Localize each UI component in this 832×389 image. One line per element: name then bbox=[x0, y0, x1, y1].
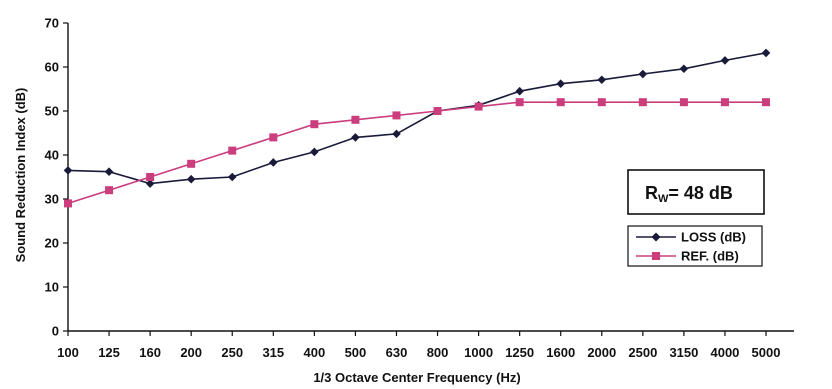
data-point-loss bbox=[761, 48, 771, 58]
data-point-loss bbox=[638, 69, 648, 79]
y-tick-label: 60 bbox=[45, 60, 59, 75]
y-axis-label: Sound Reduction Index (dB) bbox=[13, 88, 28, 263]
data-point-ref bbox=[515, 98, 524, 107]
data-point-ref bbox=[105, 186, 114, 195]
data-point-loss bbox=[227, 172, 237, 182]
data-point-loss bbox=[269, 158, 278, 167]
data-point-loss bbox=[515, 86, 524, 96]
data-point-ref bbox=[679, 98, 688, 107]
x-tick-label: 1600 bbox=[546, 345, 575, 360]
data-point-ref bbox=[351, 115, 360, 124]
y-tick-label: 50 bbox=[45, 104, 59, 119]
y-axis-ticks: 0 10 20 30 40 50 60 70 bbox=[45, 16, 68, 339]
legend-loss-marker bbox=[651, 232, 661, 242]
data-point-ref bbox=[187, 159, 196, 168]
y-tick-label: 40 bbox=[45, 148, 59, 163]
data-point-loss bbox=[104, 167, 114, 177]
rw-annotation-text: RW= 48 dB bbox=[645, 183, 733, 205]
data-point-ref bbox=[310, 120, 319, 129]
data-point-loss bbox=[351, 133, 360, 142]
data-point-ref bbox=[556, 98, 565, 107]
series-line-ref bbox=[67, 101, 766, 205]
data-point-ref bbox=[433, 107, 442, 115]
legend-ref-marker bbox=[652, 252, 660, 260]
series-lines bbox=[63, 48, 771, 208]
x-tick-label: 400 bbox=[304, 345, 326, 360]
rw-value: = 48 dB bbox=[668, 183, 733, 203]
data-point-ref bbox=[269, 133, 278, 142]
x-tick-label: 315 bbox=[262, 345, 284, 360]
x-tick-label: 2500 bbox=[628, 345, 657, 360]
legend-loss-label: LOSS (dB) bbox=[681, 230, 746, 245]
x-tick-label: 3150 bbox=[669, 345, 698, 360]
data-point-loss bbox=[720, 56, 730, 65]
data-point-ref bbox=[638, 98, 647, 107]
rw-annotation-box: RW= 48 dB bbox=[627, 169, 765, 215]
data-point-loss bbox=[310, 147, 319, 157]
data-point-loss bbox=[597, 75, 607, 85]
x-tick-label: 200 bbox=[180, 345, 202, 360]
y-tick-label: 10 bbox=[45, 280, 59, 295]
legend-ref-label: REF. (dB) bbox=[681, 249, 739, 264]
x-axis-label: 1/3 Octave Center Frequency (Hz) bbox=[313, 370, 520, 385]
data-point-loss bbox=[145, 179, 155, 188]
legend: LOSS (dB) REF. (dB) bbox=[627, 225, 763, 267]
y-tick-label: 20 bbox=[45, 236, 59, 251]
x-axis-ticks: 100 125 160 200 250 315 400 500 630 800 1000 1250 16… bbox=[57, 331, 780, 360]
data-point-loss bbox=[63, 166, 73, 175]
data-point-ref bbox=[597, 98, 606, 107]
x-tick-label: 5000 bbox=[752, 345, 781, 360]
data-point-loss bbox=[392, 129, 401, 139]
axes bbox=[67, 23, 794, 332]
data-point-ref bbox=[392, 111, 401, 120]
rw-main: R bbox=[645, 183, 658, 203]
x-tick-label: 160 bbox=[139, 345, 161, 360]
data-point-ref bbox=[146, 173, 155, 181]
x-tick-label: 800 bbox=[427, 345, 449, 360]
y-tick-label: 70 bbox=[45, 16, 59, 31]
data-point-ref bbox=[720, 98, 729, 107]
y-tick-label: 0 bbox=[52, 324, 59, 339]
x-tick-label: 1250 bbox=[505, 345, 534, 360]
y-tick-label: 30 bbox=[45, 192, 59, 207]
x-tick-label: 1000 bbox=[464, 345, 493, 360]
data-point-loss bbox=[679, 64, 689, 74]
x-tick-label: 630 bbox=[386, 345, 408, 360]
x-tick-label: 2000 bbox=[587, 345, 616, 360]
x-tick-label: 4000 bbox=[710, 345, 739, 360]
data-point-ref bbox=[228, 146, 237, 155]
data-point-ref bbox=[474, 102, 483, 111]
x-tick-label: 250 bbox=[221, 345, 243, 360]
x-tick-label: 500 bbox=[345, 345, 367, 360]
rw-subscript: W bbox=[658, 193, 669, 205]
x-tick-label: 100 bbox=[57, 345, 79, 360]
data-point-loss bbox=[186, 174, 196, 184]
series-line-loss bbox=[67, 52, 767, 185]
data-point-ref bbox=[762, 98, 771, 107]
data-point-ref bbox=[64, 199, 72, 208]
x-tick-label: 125 bbox=[98, 345, 120, 360]
data-point-loss bbox=[556, 79, 566, 89]
